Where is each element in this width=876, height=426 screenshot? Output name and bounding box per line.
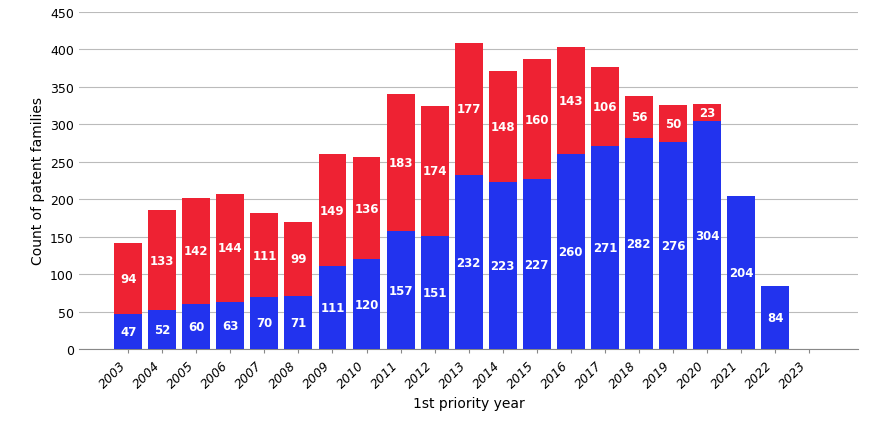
Text: 183: 183 [388, 157, 413, 170]
Bar [352, 259, 380, 349]
Text: 136: 136 [354, 202, 378, 215]
Text: 276: 276 [661, 240, 685, 253]
Bar [216, 195, 244, 302]
Bar [557, 155, 585, 349]
Bar [114, 314, 142, 349]
Bar [659, 143, 687, 349]
Bar [693, 122, 721, 349]
Text: 148: 148 [491, 121, 515, 134]
Bar [216, 302, 244, 349]
Text: 70: 70 [257, 317, 272, 330]
Bar [386, 232, 414, 349]
Text: 106: 106 [592, 101, 617, 113]
Text: 271: 271 [593, 242, 617, 254]
Text: 177: 177 [456, 103, 481, 116]
Bar [148, 211, 176, 311]
Bar [182, 198, 210, 305]
Text: 260: 260 [559, 246, 583, 259]
Bar [420, 106, 449, 236]
Text: 47: 47 [120, 325, 137, 338]
Bar [251, 214, 279, 297]
Text: 111: 111 [252, 249, 277, 262]
Text: 94: 94 [120, 273, 137, 285]
Bar [625, 97, 653, 138]
Text: 52: 52 [154, 323, 171, 337]
Text: 133: 133 [150, 254, 174, 267]
Text: 160: 160 [525, 113, 549, 126]
Text: 71: 71 [290, 316, 307, 329]
Text: 143: 143 [559, 95, 583, 108]
Text: 227: 227 [525, 258, 549, 271]
Bar [114, 244, 142, 314]
Bar [659, 106, 687, 143]
Text: 142: 142 [184, 245, 208, 258]
Text: 56: 56 [631, 111, 647, 124]
Text: 60: 60 [188, 320, 204, 334]
Bar [319, 155, 346, 266]
Bar [727, 197, 755, 349]
Text: 84: 84 [766, 311, 783, 324]
Text: 151: 151 [422, 286, 447, 299]
Bar [148, 311, 176, 349]
Text: 149: 149 [320, 204, 345, 217]
Bar [523, 179, 551, 349]
Bar [386, 95, 414, 232]
Bar [455, 176, 483, 349]
Text: 144: 144 [218, 242, 243, 255]
Bar [251, 297, 279, 349]
Bar [489, 183, 517, 349]
Bar [761, 287, 789, 349]
X-axis label: 1st priority year: 1st priority year [413, 396, 525, 409]
Bar [591, 67, 618, 147]
Bar [352, 158, 380, 259]
Bar [285, 296, 313, 349]
Bar [455, 43, 483, 176]
Bar [489, 72, 517, 183]
Bar [285, 222, 313, 296]
Bar [693, 105, 721, 122]
Text: 204: 204 [729, 267, 753, 279]
Text: 282: 282 [626, 237, 651, 250]
Bar [319, 266, 346, 349]
Bar [557, 48, 585, 155]
Bar [182, 305, 210, 349]
Bar [625, 138, 653, 349]
Text: 111: 111 [321, 301, 344, 314]
Text: 174: 174 [422, 165, 447, 178]
Text: 157: 157 [388, 284, 413, 297]
Text: 120: 120 [355, 298, 378, 311]
Bar [523, 60, 551, 179]
Text: 223: 223 [491, 259, 515, 272]
Text: 23: 23 [699, 107, 715, 120]
Bar [591, 147, 618, 349]
Text: 232: 232 [456, 256, 481, 269]
Text: 50: 50 [665, 118, 682, 131]
Text: 304: 304 [695, 229, 719, 242]
Text: 63: 63 [223, 319, 238, 332]
Text: 99: 99 [290, 253, 307, 266]
Bar [420, 236, 449, 349]
Y-axis label: Count of patent families: Count of patent families [31, 97, 45, 265]
